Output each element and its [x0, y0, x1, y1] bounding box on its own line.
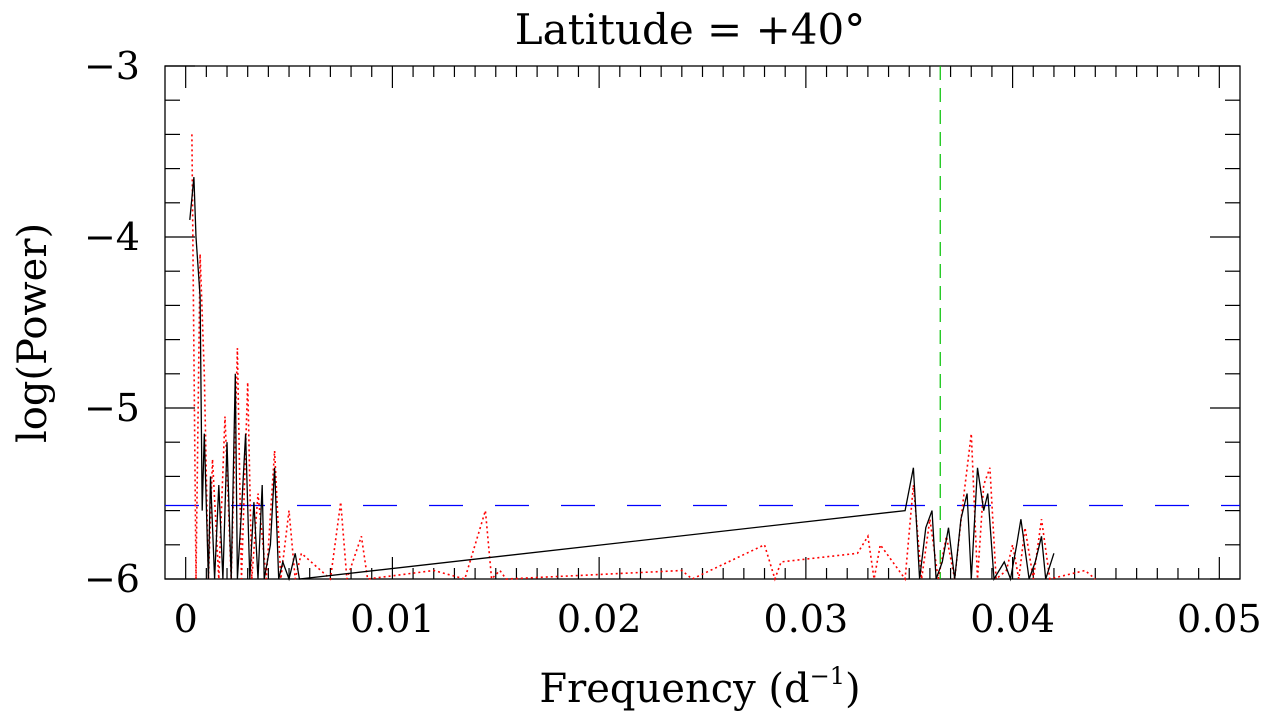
chart-title: Latitude = +40° [515, 5, 865, 54]
x-tick-label: 0.04 [970, 597, 1055, 641]
x-axis-label-superscript: −1 [810, 662, 845, 690]
y-axis-label: log(Power) [10, 223, 56, 443]
x-tick-label: 0.03 [764, 597, 849, 641]
y-tick-labels: −3 −4 −5 −6 [84, 44, 140, 601]
x-tick-label: 0.05 [1177, 597, 1262, 641]
x-axis-label: Frequency (d−1) [539, 662, 860, 712]
x-tick-labels: 0 0.01 0.02 0.03 0.04 0.05 [174, 597, 1262, 641]
y-tick-label: −4 [84, 215, 140, 259]
y-tick-label: −5 [84, 386, 140, 430]
y-tick-label: −6 [84, 557, 140, 601]
x-tick-label: 0.01 [350, 597, 435, 641]
series-line-solid [189, 177, 1055, 582]
x-tick-label: 0 [174, 597, 198, 641]
x-axis-label-close: ) [845, 666, 861, 712]
y-tick-label: −3 [84, 44, 140, 88]
reference-lines [165, 66, 1240, 579]
x-axis-label-main: Frequency (d [539, 666, 809, 712]
plot-frame [164, 65, 1241, 580]
x-tick-label: 0.02 [557, 597, 642, 641]
series-layer [189, 134, 1096, 582]
